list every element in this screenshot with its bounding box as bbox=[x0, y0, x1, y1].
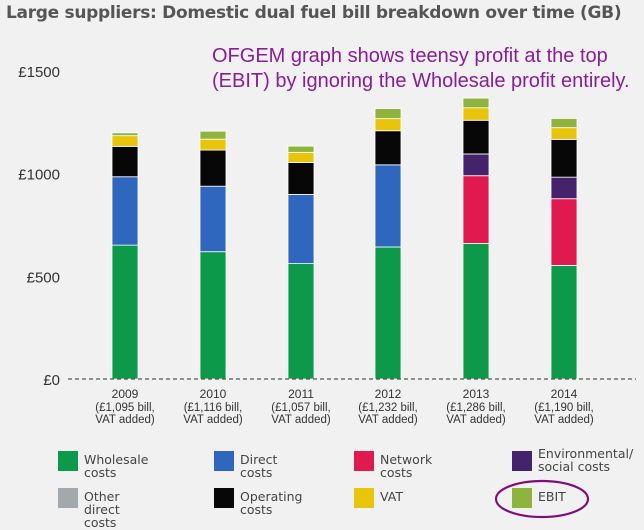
chart-title: Large suppliers: Domestic dual fuel bill… bbox=[6, 3, 622, 23]
bar-segment bbox=[111, 244, 139, 380]
x-tick-sublabel: VAT added) bbox=[446, 414, 506, 426]
x-tick-sublabel: VAT added) bbox=[183, 414, 243, 426]
legend-label: VAT bbox=[380, 489, 403, 504]
x-tick-sublabel: (£1,286 bill, bbox=[446, 402, 505, 414]
legend-label: EBIT bbox=[538, 489, 566, 504]
annotation-text: OFGEM graph shows teensy profit at the t… bbox=[212, 45, 630, 92]
bar-segment bbox=[111, 145, 139, 178]
bar-segment bbox=[199, 185, 227, 253]
bar-segment bbox=[374, 130, 402, 166]
x-tick-sublabel: VAT added) bbox=[271, 414, 331, 426]
legend-label: Operating costs bbox=[240, 489, 303, 517]
bar-segment bbox=[199, 130, 227, 140]
bar-segment bbox=[550, 198, 578, 266]
legend-swatch bbox=[58, 488, 78, 508]
bar-segment bbox=[550, 138, 578, 178]
x-tick-label: 2013 bbox=[463, 387, 490, 401]
bar-segment bbox=[111, 176, 139, 246]
x-tick-label: 2009 bbox=[112, 387, 139, 401]
legend-label: Other direct costs bbox=[84, 489, 120, 530]
legend-label: Direct costs bbox=[240, 452, 278, 480]
bar-segment bbox=[287, 194, 315, 265]
legend-label: Network costs bbox=[380, 452, 433, 480]
y-tick-label: £1500 bbox=[18, 64, 60, 81]
legend-swatch bbox=[512, 451, 532, 471]
bar-segment bbox=[462, 243, 490, 380]
x-tick-label: 2014 bbox=[551, 387, 578, 401]
bar-segment bbox=[287, 263, 315, 380]
legend-label: Wholesale costs bbox=[84, 452, 149, 480]
x-tick-sublabel: (£1,116 bill, bbox=[184, 402, 243, 414]
x-tick-sublabel: (£1,232 bill, bbox=[358, 402, 417, 414]
y-tick-label: £500 bbox=[27, 269, 60, 286]
legend-swatch bbox=[354, 488, 374, 508]
legend-swatch bbox=[214, 488, 234, 508]
bar-segment bbox=[199, 138, 227, 151]
x-tick-label: 2012 bbox=[375, 387, 402, 401]
bar-segment bbox=[287, 151, 315, 163]
legend-swatch bbox=[214, 451, 234, 471]
y-tick-label: £0 bbox=[43, 372, 60, 389]
x-tick-sublabel: (£1,190 bill, bbox=[534, 402, 593, 414]
bar-segment bbox=[374, 164, 402, 248]
bar-segment bbox=[374, 246, 402, 380]
bar-segment bbox=[462, 107, 490, 121]
x-tick-sublabel: VAT added) bbox=[95, 414, 155, 426]
x-tick-sublabel: (£1,057 bill, bbox=[271, 402, 330, 414]
highlight-ellipse bbox=[494, 479, 590, 519]
bar-segment bbox=[462, 97, 490, 109]
bar-segment bbox=[199, 149, 227, 187]
legend-swatch bbox=[512, 488, 532, 508]
bar-segment bbox=[111, 135, 139, 147]
bar-segment bbox=[550, 127, 578, 140]
legend-label: Environmental/ social costs bbox=[538, 446, 634, 474]
x-tick-label: 2010 bbox=[200, 387, 227, 401]
x-tick-sublabel: VAT added) bbox=[358, 414, 418, 426]
x-tick-sublabel: VAT added) bbox=[534, 414, 594, 426]
bar-segment bbox=[462, 153, 490, 177]
y-tick-label: £1000 bbox=[18, 167, 60, 184]
x-tick-sublabel: (£1,095 bill, bbox=[95, 402, 154, 414]
bar-segment bbox=[374, 118, 402, 132]
bar-segment bbox=[111, 132, 139, 137]
bar-segment bbox=[550, 118, 578, 129]
bar-segment bbox=[287, 162, 315, 195]
legend-swatch bbox=[58, 451, 78, 471]
bar-segment bbox=[199, 251, 227, 380]
bar-segment bbox=[462, 175, 490, 244]
bar-segment bbox=[287, 145, 315, 153]
bar-segment bbox=[374, 108, 402, 120]
bar-segment bbox=[550, 265, 578, 380]
bar-segment bbox=[462, 119, 490, 155]
x-tick-label: 2011 bbox=[288, 387, 314, 401]
legend-swatch bbox=[354, 451, 374, 471]
bar-segment bbox=[550, 176, 578, 200]
